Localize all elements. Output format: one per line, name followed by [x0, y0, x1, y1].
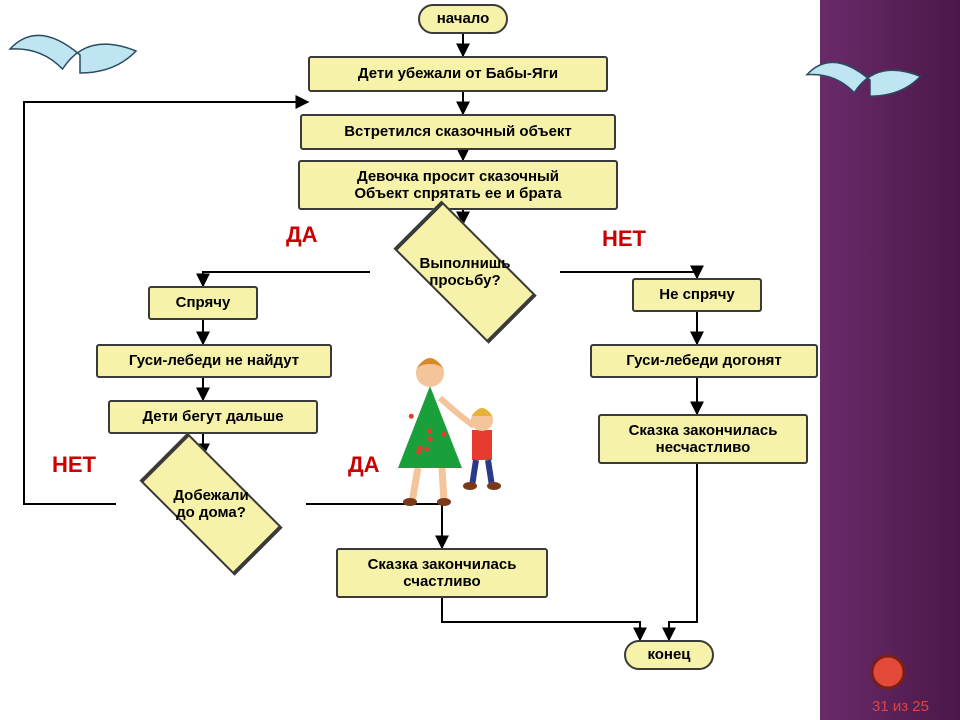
branch-label-d2_yes: ДА: [348, 452, 380, 478]
edge-e_no3_end: [669, 464, 697, 640]
node-yes2: Гуси-лебеди не найдут: [96, 344, 332, 378]
node-n1: Дети убежали от Бабы-Яги: [308, 56, 608, 92]
node-end: конец: [624, 640, 714, 670]
decision-text-d2: Добежалидо дома?: [116, 456, 306, 552]
flowchart-stage: начало Дети убежали от Бабы-Яги Встретился…: [0, 0, 960, 720]
branch-label-d1_yes: ДА: [286, 222, 318, 248]
children-illustration: [398, 358, 501, 506]
edge-e_happy_end: [442, 598, 640, 640]
bird-icon-right: [807, 62, 920, 96]
branch-label-d1_no: НЕТ: [602, 226, 646, 252]
edge-e_d2_yes: [306, 504, 442, 548]
node-no3: Сказка закончиласьнесчастливо: [598, 414, 808, 464]
decision-text-d1: Выполнишьпросьбу?: [370, 224, 560, 320]
node-no1: Не спрячу: [632, 278, 762, 312]
bird-icon-left: [10, 35, 136, 73]
node-start: начало: [418, 4, 508, 34]
edge-e_d1_yes1: [203, 272, 370, 286]
node-yes3: Дети бегут дальше: [108, 400, 318, 434]
decision-d2: Добежалидо дома?: [116, 456, 306, 552]
decision-d1: Выполнишьпросьбу?: [370, 224, 560, 320]
node-yes1: Спрячу: [148, 286, 258, 320]
branch-label-d2_no: НЕТ: [52, 452, 96, 478]
node-happy: Сказка закончиласьсчастливо: [336, 548, 548, 598]
page-counter: 31 из 25: [872, 698, 929, 715]
nav-circle-icon[interactable]: [872, 656, 904, 688]
node-n2: Встретился сказочный объект: [300, 114, 616, 150]
node-n3: Девочка просит сказочныйОбъект спрятать …: [298, 160, 618, 210]
node-no2: Гуси-лебеди догонят: [590, 344, 818, 378]
